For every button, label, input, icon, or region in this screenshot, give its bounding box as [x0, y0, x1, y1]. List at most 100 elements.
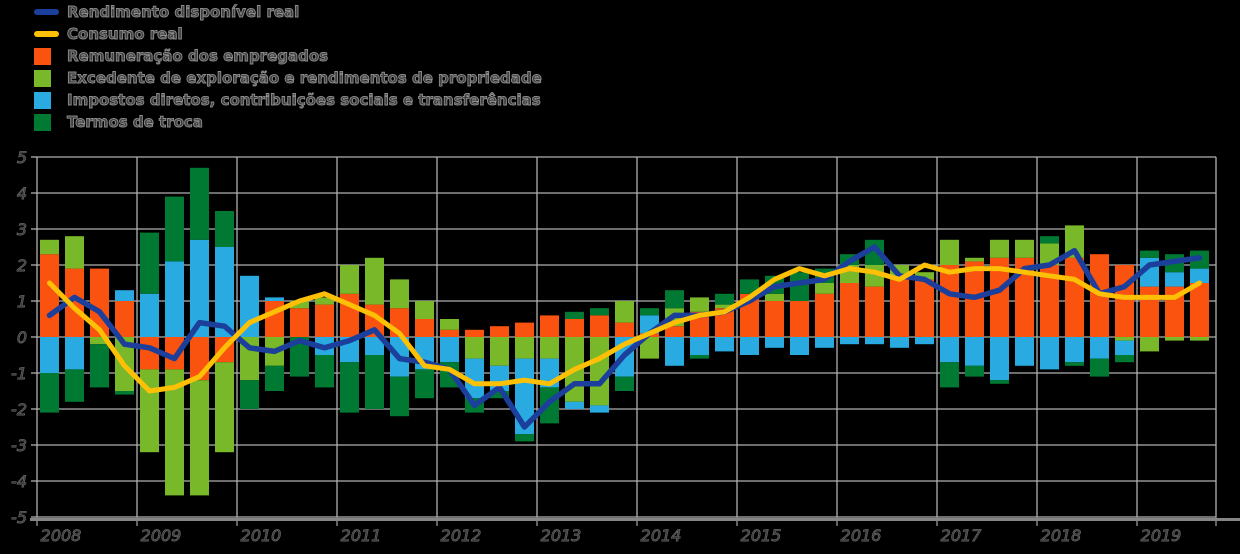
- bar-segment: [965, 337, 984, 366]
- bar-segment: [190, 239, 209, 337]
- bar-segment: [665, 337, 684, 366]
- bar-segment: [465, 358, 484, 399]
- bar-segment: [740, 279, 759, 294]
- bar-segment: [240, 380, 259, 409]
- bar-segment: [1090, 358, 1109, 377]
- bar-segment: [65, 236, 84, 269]
- bar-segment: [815, 283, 834, 294]
- legend-label: Excedente de exploração e rendimentos de…: [67, 69, 543, 88]
- bar-segment: [740, 337, 759, 355]
- bar-segment: [665, 290, 684, 309]
- bar-segment: [915, 272, 934, 280]
- bar-segment: [290, 337, 309, 377]
- bar-segment: [790, 272, 809, 301]
- bar-segment: [215, 211, 234, 247]
- bar-segment: [90, 337, 109, 345]
- bar-segment: [115, 290, 134, 301]
- legend-line-swatch-yellow: [34, 31, 59, 37]
- legend-label: Impostos diretos, contribuições sociais …: [67, 91, 542, 110]
- y-tick-label: 2: [17, 256, 27, 275]
- legend-item-consumo-real: Consumo real: [34, 23, 542, 45]
- y-tick-label: 3: [17, 220, 27, 239]
- bar-segment: [715, 337, 734, 352]
- bar-segment: [90, 344, 109, 388]
- bar-segment: [1040, 337, 1059, 370]
- bar-segment: [315, 304, 334, 337]
- bar-segment: [440, 337, 459, 363]
- bar-segment: [115, 391, 134, 395]
- bar-segment: [590, 405, 609, 413]
- bar-segment: [1190, 283, 1209, 337]
- bar-segment: [690, 297, 709, 312]
- bar-segment: [1115, 355, 1134, 363]
- bar-segment: [40, 254, 59, 337]
- bar-segment: [590, 337, 609, 406]
- bar-segment: [65, 337, 84, 370]
- bar-segment: [640, 308, 659, 316]
- bar-segment: [140, 293, 159, 337]
- bar-segment: [640, 337, 659, 359]
- y-tick-label: 1: [17, 292, 27, 311]
- bar-segment: [290, 301, 309, 309]
- y-tick-label: -1: [11, 364, 27, 383]
- bar-segment: [215, 247, 234, 337]
- y-tick-label: -3: [11, 436, 27, 455]
- bar-segment: [115, 301, 134, 337]
- bar-segment: [1115, 340, 1134, 355]
- bar-segment: [990, 337, 1009, 381]
- chart-legend: Rendimento disponível real Consumo real …: [34, 1, 542, 133]
- bar-segment: [690, 337, 709, 355]
- bar-segment: [165, 196, 184, 262]
- bar-segment: [615, 301, 634, 323]
- legend-box-swatch-light-green: [34, 69, 51, 87]
- bar-segment: [890, 337, 909, 348]
- bar-segment: [65, 268, 84, 337]
- bar-segment: [890, 279, 909, 337]
- y-tick-label: -5: [11, 508, 27, 527]
- bar-segment: [1165, 272, 1184, 287]
- bar-segment: [190, 380, 209, 496]
- bar-segment: [1065, 257, 1084, 337]
- bar-segment: [540, 315, 559, 337]
- bar-segment: [290, 308, 309, 337]
- bar-segment: [690, 355, 709, 359]
- bar-segment: [165, 261, 184, 337]
- bar-segment: [765, 337, 784, 348]
- bar-segment: [140, 232, 159, 294]
- y-tick-label: 5: [17, 148, 27, 167]
- bar-segment: [340, 362, 359, 413]
- bar-segment: [515, 434, 534, 442]
- bar-segment: [590, 308, 609, 316]
- bar-segment: [65, 369, 84, 402]
- legend-label: Remuneração dos empregados: [67, 47, 329, 66]
- x-tick-label: 2016: [841, 526, 882, 545]
- bar-segment: [190, 167, 209, 240]
- bar-segment: [965, 257, 984, 262]
- line-rendimento-disponivel-real: [46, 244, 1203, 430]
- overlay-lines: [46, 244, 1203, 430]
- bar-segment: [865, 286, 884, 337]
- bar-segment: [1015, 239, 1034, 258]
- bar-segment: [415, 319, 434, 337]
- x-tick-label: 2017: [941, 526, 983, 545]
- bar-segment: [990, 380, 1009, 384]
- bar-segment: [665, 326, 684, 337]
- bar-segment: [615, 376, 634, 391]
- bar-segment: [940, 265, 959, 337]
- x-tick-label: 2018: [1041, 526, 1082, 545]
- bar-segment: [765, 293, 784, 301]
- bar-segment: [315, 355, 334, 388]
- bar-segment: [490, 326, 509, 337]
- bar-segment: [1065, 362, 1084, 366]
- bar-segment: [265, 297, 284, 301]
- bar-segment: [540, 337, 559, 359]
- bar-segment: [390, 376, 409, 417]
- bar-segment: [1140, 286, 1159, 337]
- legend-item-rendimento-disponivel-real: Rendimento disponível real: [34, 1, 542, 23]
- x-tick-label: 2008: [41, 526, 82, 545]
- stacked-bars: [40, 167, 1209, 496]
- bar-segment: [1115, 337, 1134, 341]
- bar-segment: [1140, 250, 1159, 258]
